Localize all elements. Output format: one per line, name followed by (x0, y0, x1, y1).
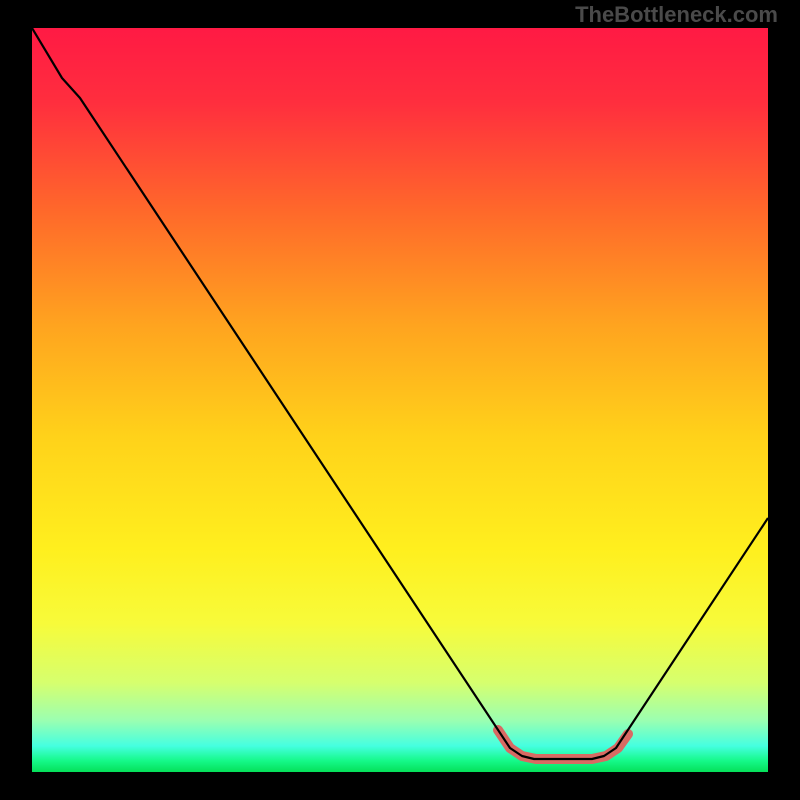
plot-area (32, 28, 768, 772)
curve-layer (32, 28, 768, 772)
bottleneck-curve (32, 28, 768, 759)
watermark: TheBottleneck.com (575, 2, 778, 28)
bottleneck-highlight (498, 730, 628, 759)
